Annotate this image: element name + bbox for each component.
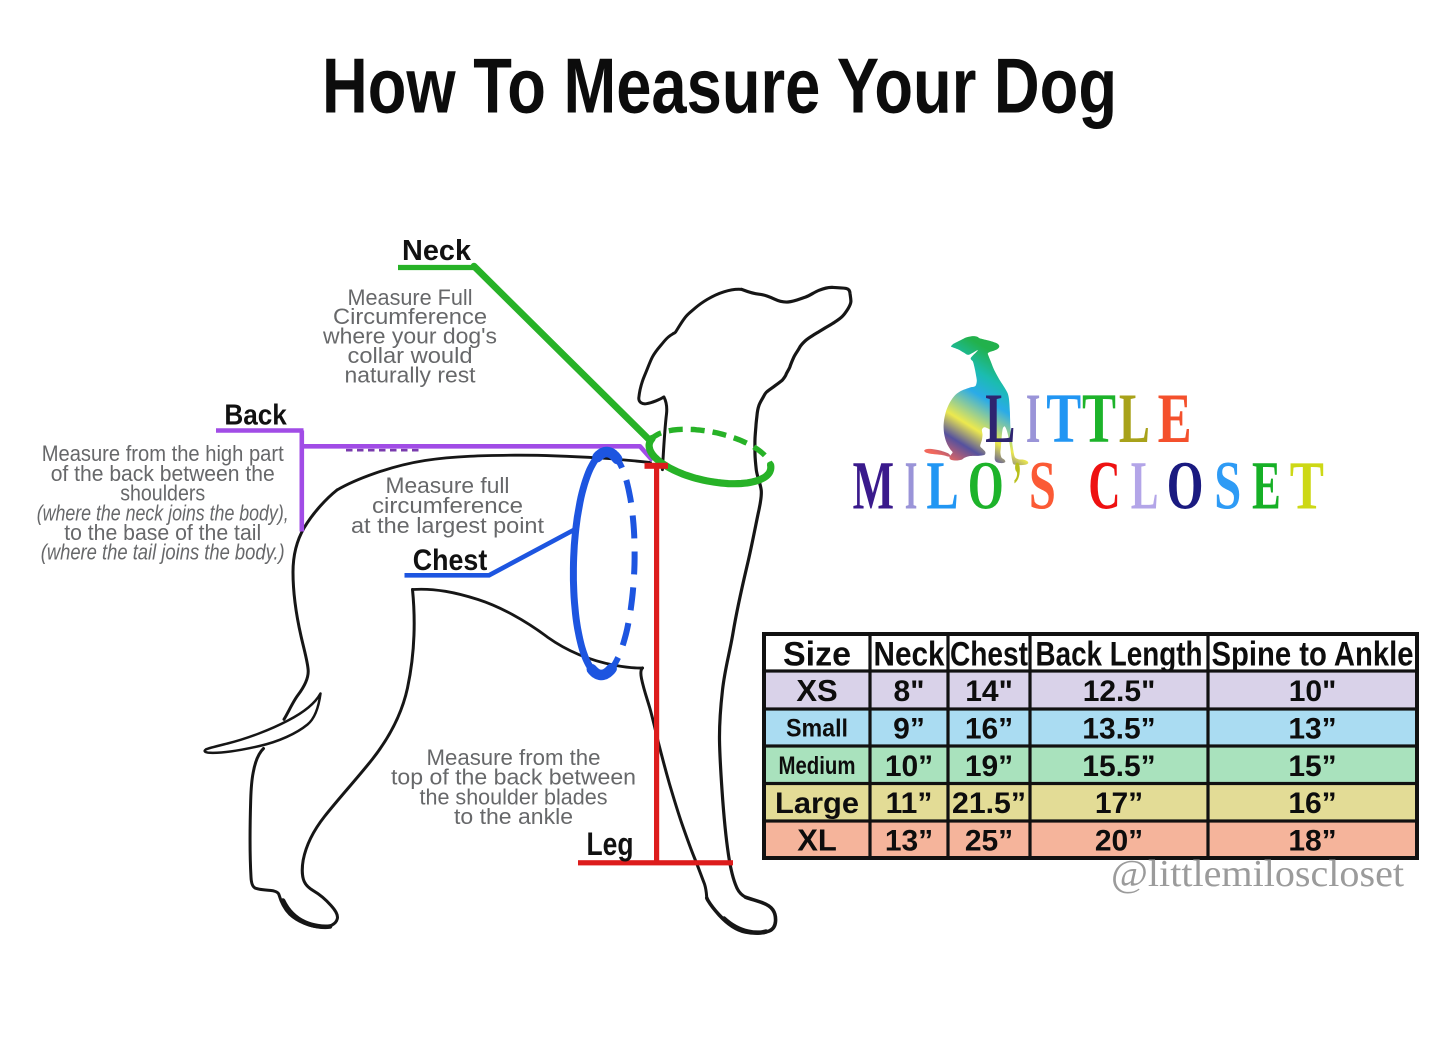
svg-text:O: O (968, 447, 1004, 523)
svg-text:17”: 17” (1095, 787, 1143, 820)
svg-text:L: L (1131, 447, 1159, 523)
svg-text:Back: Back (224, 399, 287, 431)
svg-text:E: E (1252, 447, 1281, 523)
svg-text:Measure from the high part: Measure from the high part (42, 441, 284, 466)
svg-text:Chest: Chest (413, 544, 488, 577)
svg-text:(where the neck joins the body: (where the neck joins the body), (37, 500, 289, 525)
svg-text:circumference: circumference (372, 493, 523, 518)
svg-text:Large: Large (775, 787, 859, 820)
svg-text:XS: XS (796, 673, 837, 708)
svg-text:Spine to Ankle: Spine to Ankle (1212, 636, 1414, 674)
svg-text:of the back between the: of the back between the (51, 461, 275, 486)
svg-text:M: M (853, 447, 894, 523)
svg-text:S: S (1214, 447, 1241, 523)
svg-text:16”: 16” (1288, 787, 1336, 820)
svg-text:XL: XL (797, 823, 837, 858)
svg-text:(where the tail joins the body: (where the tail joins the body.) (41, 540, 285, 565)
svg-text:15.5”: 15.5” (1082, 750, 1155, 783)
svg-text:collar would: collar would (348, 343, 473, 368)
svg-text:14": 14" (965, 675, 1013, 708)
svg-text:10”: 10” (885, 750, 933, 783)
svg-text:C: C (1088, 447, 1120, 523)
svg-text:Circumference: Circumference (333, 304, 487, 329)
svg-text:19”: 19” (965, 750, 1013, 783)
svg-text:25”: 25” (965, 825, 1013, 858)
svg-text:L: L (985, 380, 1015, 458)
svg-text:I: I (1026, 380, 1041, 458)
svg-text:10": 10" (1289, 675, 1337, 708)
svg-text:E: E (1158, 380, 1192, 458)
svg-text:@littlemiloscloset: @littlemiloscloset (1111, 853, 1404, 895)
svg-text:S: S (1029, 447, 1056, 523)
svg-text:13”: 13” (1288, 713, 1336, 746)
svg-text:Neck: Neck (402, 235, 472, 267)
svg-text:12.5": 12.5" (1083, 675, 1156, 708)
svg-text:11”: 11” (886, 787, 933, 820)
svg-text:shoulders: shoulders (120, 481, 205, 506)
svg-text:18”: 18” (1288, 825, 1336, 858)
svg-text:Leg: Leg (587, 826, 634, 862)
svg-text:Neck: Neck (874, 636, 945, 674)
svg-text:T: T (1082, 380, 1116, 458)
svg-text:I: I (905, 447, 918, 523)
svg-text:O: O (1167, 447, 1204, 523)
svg-text:Size: Size (783, 636, 851, 674)
svg-text:21.5”: 21.5” (952, 787, 1026, 820)
svg-text:16”: 16” (965, 713, 1013, 746)
svg-text:9”: 9” (893, 713, 925, 746)
svg-text:13.5”: 13.5” (1082, 713, 1155, 746)
svg-text:’: ’ (1013, 447, 1022, 523)
svg-text:top of the back between: top of the back between (391, 765, 636, 790)
svg-text:Chest: Chest (950, 636, 1028, 674)
svg-text:to the ankle: to the ankle (454, 804, 573, 829)
svg-text:Medium: Medium (779, 752, 856, 780)
svg-text:T: T (1046, 380, 1081, 458)
svg-text:to the base of the tail: to the base of the tail (64, 520, 261, 545)
svg-text:naturally rest: naturally rest (345, 362, 476, 387)
svg-text:L: L (1119, 380, 1150, 458)
svg-text:where your dog's: where your dog's (322, 324, 497, 349)
svg-text:How To Measure Your Dog: How To Measure Your Dog (322, 42, 1117, 130)
svg-text:Small: Small (786, 715, 848, 743)
svg-text:20”: 20” (1095, 825, 1143, 858)
svg-text:15”: 15” (1288, 750, 1336, 783)
svg-text:the shoulder blades: the shoulder blades (420, 784, 608, 809)
svg-text:Measure Full: Measure Full (348, 285, 473, 310)
svg-text:8": 8" (894, 675, 925, 708)
svg-text:Measure full: Measure full (386, 473, 510, 498)
svg-text:T: T (1290, 447, 1324, 523)
svg-text:L: L (926, 447, 958, 523)
svg-text:Back Length: Back Length (1036, 636, 1203, 674)
svg-text:13”: 13” (885, 825, 933, 858)
svg-text:at the largest point: at the largest point (351, 513, 544, 538)
svg-text:Measure from the: Measure from the (427, 745, 601, 770)
